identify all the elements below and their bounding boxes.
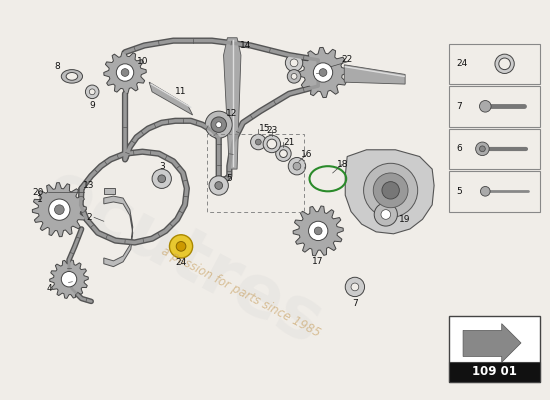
Polygon shape xyxy=(345,150,434,234)
Circle shape xyxy=(364,163,417,217)
Text: 3: 3 xyxy=(159,162,164,171)
Bar xyxy=(449,362,540,382)
Text: 7: 7 xyxy=(456,102,462,111)
Text: 7: 7 xyxy=(352,299,358,308)
Polygon shape xyxy=(293,206,343,256)
Polygon shape xyxy=(32,183,86,237)
Circle shape xyxy=(288,158,306,175)
Circle shape xyxy=(216,122,222,128)
Circle shape xyxy=(481,186,490,196)
Polygon shape xyxy=(298,47,348,98)
Polygon shape xyxy=(463,324,521,362)
Circle shape xyxy=(89,89,95,95)
Polygon shape xyxy=(149,82,192,115)
Circle shape xyxy=(121,69,129,76)
Circle shape xyxy=(314,63,333,82)
Circle shape xyxy=(480,146,485,152)
Text: 24: 24 xyxy=(175,258,186,267)
Text: 109 01: 109 01 xyxy=(472,366,517,378)
Bar xyxy=(449,171,540,212)
Circle shape xyxy=(480,100,491,112)
Circle shape xyxy=(293,162,301,170)
Circle shape xyxy=(319,69,327,76)
Circle shape xyxy=(85,85,99,98)
Text: 19: 19 xyxy=(399,215,411,224)
Bar xyxy=(449,128,540,169)
Text: 16: 16 xyxy=(301,150,312,159)
Polygon shape xyxy=(104,51,146,94)
Circle shape xyxy=(309,221,328,240)
Circle shape xyxy=(279,150,287,158)
Polygon shape xyxy=(104,196,133,267)
Circle shape xyxy=(345,277,365,296)
Circle shape xyxy=(117,64,134,81)
Text: 24: 24 xyxy=(456,59,468,68)
Circle shape xyxy=(374,203,398,226)
Ellipse shape xyxy=(66,72,78,80)
Circle shape xyxy=(276,146,291,161)
Circle shape xyxy=(169,235,192,258)
Text: ecutres: ecutres xyxy=(32,156,334,360)
Circle shape xyxy=(49,199,70,220)
Text: 15: 15 xyxy=(260,124,271,133)
Bar xyxy=(449,316,540,382)
Text: a passion for parts since 1985: a passion for parts since 1985 xyxy=(159,244,323,339)
Circle shape xyxy=(158,175,166,183)
Text: 20: 20 xyxy=(32,188,44,197)
Circle shape xyxy=(351,283,359,291)
Circle shape xyxy=(209,176,228,195)
Text: 11: 11 xyxy=(175,87,187,96)
Text: 6: 6 xyxy=(456,144,462,153)
Circle shape xyxy=(267,139,277,149)
Polygon shape xyxy=(344,65,405,84)
Circle shape xyxy=(176,242,186,251)
Text: 18: 18 xyxy=(337,160,348,169)
Text: 8: 8 xyxy=(54,62,60,71)
Bar xyxy=(104,188,116,194)
Circle shape xyxy=(61,272,77,287)
Circle shape xyxy=(373,173,408,208)
Circle shape xyxy=(499,58,510,70)
Text: 23: 23 xyxy=(266,126,278,135)
Text: 13: 13 xyxy=(82,181,94,190)
Text: 12: 12 xyxy=(226,108,237,118)
Circle shape xyxy=(382,182,399,199)
Circle shape xyxy=(205,111,232,138)
Circle shape xyxy=(287,70,301,83)
Circle shape xyxy=(315,227,322,235)
Text: 5: 5 xyxy=(227,174,232,183)
Text: 4: 4 xyxy=(47,284,52,293)
Text: 10: 10 xyxy=(136,57,148,66)
Bar xyxy=(207,134,304,212)
Circle shape xyxy=(290,59,298,67)
Circle shape xyxy=(291,74,297,79)
Circle shape xyxy=(54,205,64,214)
Circle shape xyxy=(251,134,266,150)
Circle shape xyxy=(381,210,390,219)
Circle shape xyxy=(255,139,261,145)
Text: 14: 14 xyxy=(240,41,251,50)
Text: 5: 5 xyxy=(456,187,462,196)
Text: 2: 2 xyxy=(86,213,92,222)
Ellipse shape xyxy=(61,70,82,83)
Circle shape xyxy=(285,54,302,72)
Circle shape xyxy=(215,182,223,189)
Bar xyxy=(449,86,540,126)
Polygon shape xyxy=(223,38,241,169)
Text: 1: 1 xyxy=(37,196,43,204)
Circle shape xyxy=(263,135,280,153)
Circle shape xyxy=(476,142,489,156)
Text: 17: 17 xyxy=(312,257,324,266)
Circle shape xyxy=(495,54,514,74)
Circle shape xyxy=(152,169,172,188)
Polygon shape xyxy=(50,260,89,298)
Bar xyxy=(449,44,540,84)
Text: 22: 22 xyxy=(342,56,353,64)
Text: 9: 9 xyxy=(89,101,95,110)
Text: 21: 21 xyxy=(284,138,295,146)
Circle shape xyxy=(211,117,227,132)
